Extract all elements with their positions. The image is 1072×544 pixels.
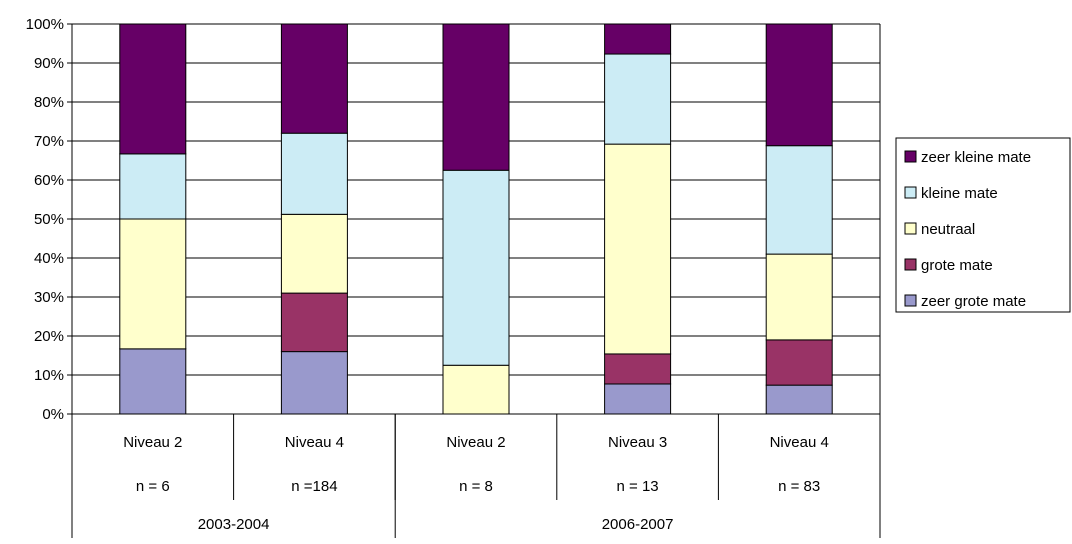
category-n-label: n = 6 [136,478,170,495]
bar-segment [765,145,833,255]
group-label: 2003-2004 [198,516,270,533]
category-n-label: n = 8 [459,478,493,495]
y-tick-label: 60% [34,172,64,189]
bar-segment [119,218,187,350]
category-n-label: n = 13 [617,478,659,495]
category-n-label: n =184 [291,478,337,495]
y-tick-label: 10% [34,367,64,384]
y-tick-label: 90% [34,55,64,72]
category-label: Niveau 2 [123,434,182,451]
legend-swatch [904,294,917,307]
category-label: Niveau 3 [608,434,667,451]
bar-segment [280,292,348,353]
y-tick-label: 80% [34,94,64,111]
legend-label: zeer grote mate [921,293,1026,310]
bar-segment [604,143,672,355]
bar-segment [442,169,510,366]
category-label: Niveau 4 [770,434,829,451]
bar-segment [604,23,672,55]
bar-segment [442,23,510,171]
bar-segment [119,153,187,220]
y-tick-label: 100% [26,16,64,33]
bar-segment [765,339,833,386]
y-tick-label: 0% [42,406,64,423]
category-label: Niveau 2 [446,434,505,451]
y-tick-label: 20% [34,328,64,345]
bar-segment [765,23,833,147]
legend-label: grote mate [921,257,993,274]
bar-segment [280,23,348,134]
legend-swatch [904,222,917,235]
bar-segment [280,132,348,215]
bar-segment [280,213,348,294]
legend-swatch [904,186,917,199]
legend-label: kleine mate [921,185,998,202]
y-tick-label: 30% [34,289,64,306]
bar-segment [604,353,672,385]
legend-label: neutraal [921,221,975,238]
category-label: Niveau 4 [285,434,344,451]
y-tick-label: 50% [34,211,64,228]
legend-swatch [904,258,917,271]
bar-segment [604,383,672,415]
bar-segment [765,253,833,341]
bar-segment [604,53,672,145]
bar-segment [119,23,187,155]
y-tick-label: 70% [34,133,64,150]
category-n-label: n = 83 [778,478,820,495]
bar-segment [119,348,187,415]
legend-box [895,137,1071,313]
legend-swatch [904,150,917,163]
bar-segment [280,351,348,415]
y-tick-label: 40% [34,250,64,267]
bar-segment [765,384,833,415]
bar-segment [442,364,510,415]
legend-label: zeer kleine mate [921,149,1031,166]
group-label: 2006-2007 [602,516,674,533]
